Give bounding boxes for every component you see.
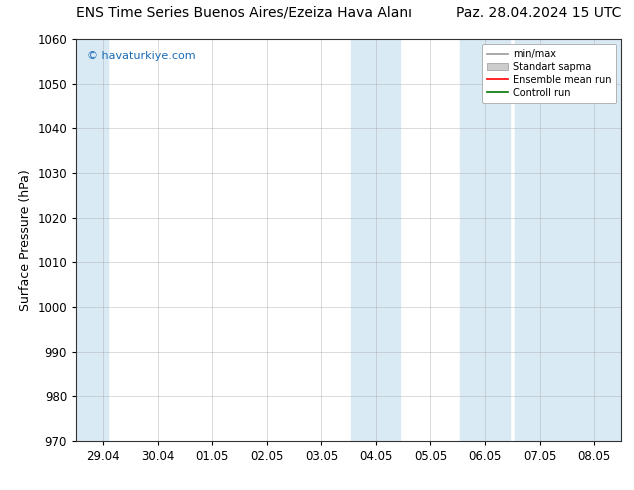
Text: © havaturkiye.com: © havaturkiye.com [87, 51, 196, 61]
Bar [460, 39, 510, 441]
Text: Paz. 28.04.2024 15 UTC: Paz. 28.04.2024 15 UTC [456, 5, 621, 20]
Legend: min/max, Standart sapma, Ensemble mean run, Controll run: min/max, Standart sapma, Ensemble mean r… [482, 44, 616, 102]
Y-axis label: Surface Pressure (hPa): Surface Pressure (hPa) [19, 169, 32, 311]
Bar [351, 39, 401, 441]
Bar [515, 39, 621, 441]
Bar [76, 39, 108, 441]
Text: ENS Time Series Buenos Aires/Ezeiza Hava Alanı: ENS Time Series Buenos Aires/Ezeiza Hava… [76, 5, 412, 20]
